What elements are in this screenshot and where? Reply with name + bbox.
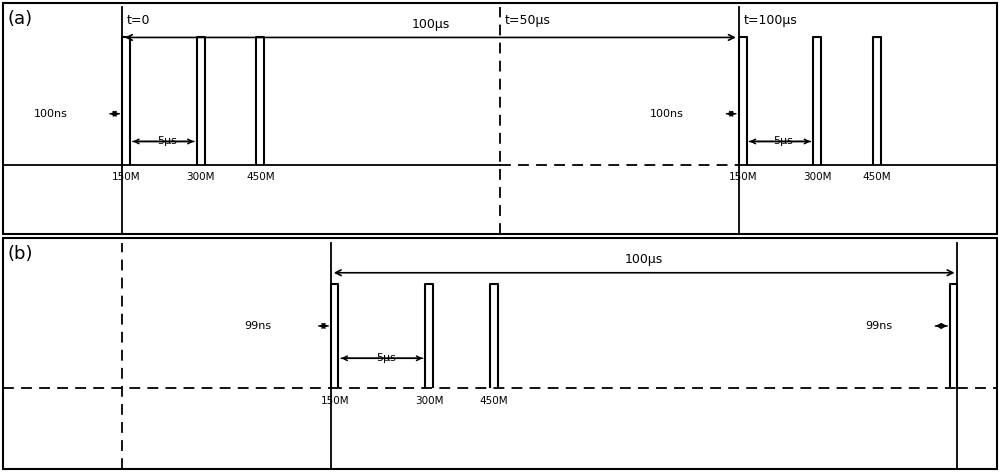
Text: 450M: 450M bbox=[246, 171, 275, 182]
Text: 150M: 150M bbox=[728, 171, 757, 182]
Text: 100μs: 100μs bbox=[411, 17, 450, 31]
Text: 150M: 150M bbox=[112, 171, 140, 182]
Text: 99ns: 99ns bbox=[244, 321, 271, 331]
Text: (b): (b) bbox=[8, 245, 33, 263]
Text: 100μs: 100μs bbox=[625, 253, 663, 266]
Text: 450M: 450M bbox=[863, 171, 891, 182]
Text: 300M: 300M bbox=[803, 171, 831, 182]
Text: 150M: 150M bbox=[320, 396, 349, 406]
Text: t=100μs: t=100μs bbox=[744, 14, 797, 27]
Text: t=50μs: t=50μs bbox=[505, 14, 551, 27]
Text: (a): (a) bbox=[8, 10, 33, 28]
Text: 99ns: 99ns bbox=[866, 321, 893, 331]
Text: 300M: 300M bbox=[415, 396, 443, 406]
Text: 100ns: 100ns bbox=[34, 109, 67, 119]
Text: 5µs: 5µs bbox=[376, 353, 396, 363]
Text: 300M: 300M bbox=[186, 171, 215, 182]
Text: 100ns: 100ns bbox=[650, 109, 684, 119]
Text: 5µs: 5µs bbox=[157, 136, 177, 146]
Text: 5µs: 5µs bbox=[773, 136, 793, 146]
Text: 450M: 450M bbox=[479, 396, 508, 406]
Text: t=0: t=0 bbox=[127, 14, 151, 27]
